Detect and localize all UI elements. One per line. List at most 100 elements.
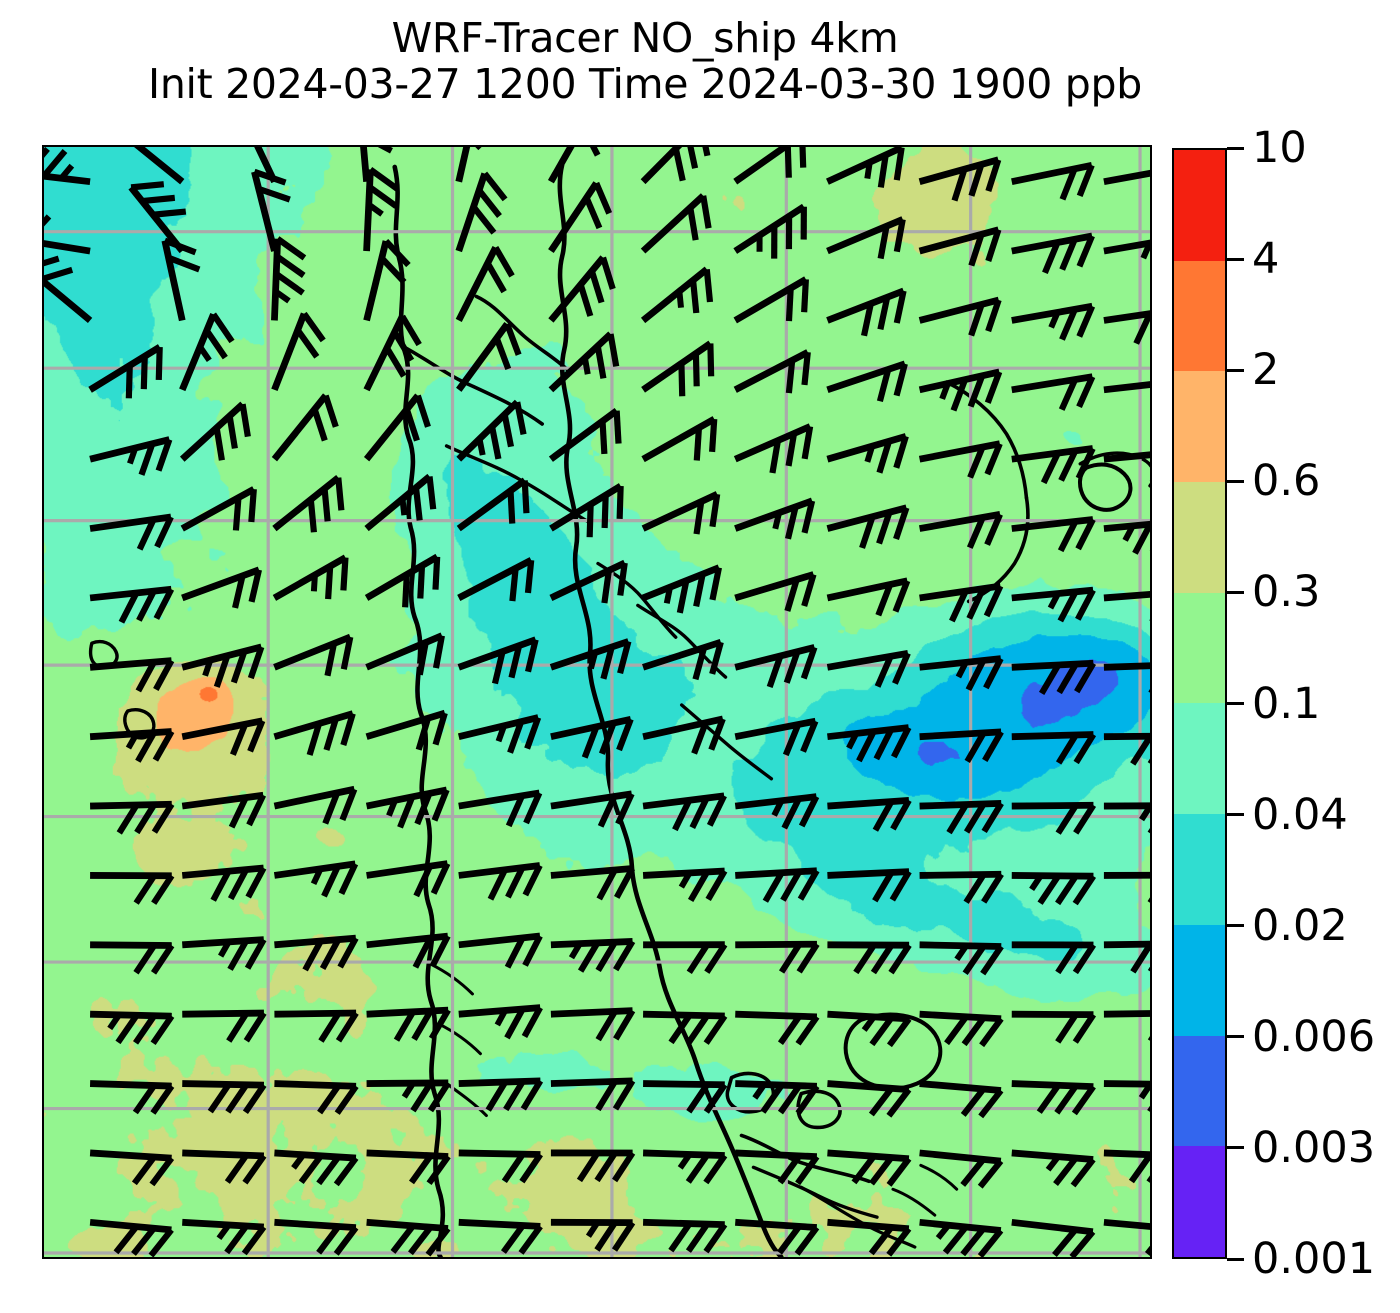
- wind-barb-segment: [182, 1149, 265, 1160]
- wind-barb-segment: [322, 791, 341, 825]
- wind-barb-segment: [801, 351, 811, 386]
- wind-barb-segment: [408, 1225, 433, 1256]
- wind-barb-segment: [985, 228, 1002, 262]
- wind-barb-segment: [365, 786, 448, 810]
- wind-barb-segment: [366, 932, 449, 949]
- wind-barb-segment: [410, 1081, 434, 1113]
- wind-barb-segment: [1075, 588, 1096, 621]
- wind-barb-segment: [89, 436, 171, 463]
- wind-barb-segment: [642, 867, 725, 879]
- wind-barb-segment: [363, 314, 406, 392]
- wind-barb-segment: [339, 788, 358, 822]
- wind-barb-segment: [586, 504, 594, 538]
- wind-barb-segment: [412, 936, 434, 969]
- wind-barb-segment: [1072, 1012, 1097, 1044]
- wind-barb-segment: [777, 1014, 802, 1045]
- wind-barb-segment: [550, 790, 633, 810]
- wind-barb-segment: [458, 1218, 541, 1230]
- wind-barb-segment: [1011, 373, 1093, 394]
- wind-barb-segment: [939, 382, 951, 400]
- wind-barb-segment: [595, 1009, 618, 1042]
- wind-barb-segment: [735, 1010, 818, 1021]
- wind-barb-segment: [703, 1014, 728, 1045]
- wind-barb-segment: [244, 938, 267, 970]
- wind-barb-segment: [130, 181, 165, 191]
- wind-barb-segment: [150, 1014, 175, 1045]
- wind-barb-segment: [1070, 1157, 1096, 1188]
- coastline-path: [739, 1133, 871, 1184]
- wind-barb-segment: [918, 296, 1000, 324]
- wind-barb-segment: [734, 717, 817, 741]
- wind-barb-segment: [503, 1079, 526, 1112]
- colorbar-band: [1174, 924, 1225, 1036]
- colorbar-band: [1174, 260, 1225, 372]
- wind-barb-segment: [89, 1149, 172, 1162]
- wind-barb-segment: [89, 728, 172, 741]
- wind-barb-segment: [782, 723, 802, 757]
- wind-barb-segment: [1057, 520, 1079, 553]
- wind-barb-segment: [548, 331, 613, 393]
- wind-barb-segment: [207, 1082, 232, 1114]
- wind-barb-segment: [58, 163, 75, 181]
- wind-barb-segment: [367, 202, 384, 217]
- wind-barb-segment: [90, 800, 172, 810]
- wind-barb-segment: [703, 1222, 728, 1254]
- wind-barb-segment: [1132, 522, 1150, 555]
- wind-barb-segment: [44, 255, 60, 267]
- title-line-2: Init 2024-03-27 1200 Time 2024-03-30 190…: [148, 59, 1142, 108]
- wind-barb-segment: [243, 1011, 267, 1043]
- colorbar[interactable]: [1172, 148, 1227, 1259]
- wind-barb-segment: [919, 1080, 1002, 1094]
- wind-barb-segment: [678, 363, 686, 397]
- wind-barb-segment: [735, 1218, 818, 1231]
- wind-barb-segment: [500, 1223, 526, 1254]
- wind-barb-segment: [337, 936, 359, 969]
- wind-barb-segment: [181, 566, 261, 602]
- wind-barb-segment: [321, 865, 341, 898]
- wind-barb-segment: [475, 147, 482, 151]
- wind-barb-segment: [458, 1077, 541, 1087]
- wind-barb-segment: [977, 1159, 1004, 1189]
- wind-barb-segment: [127, 447, 139, 465]
- wind-barb-segment: [588, 651, 598, 670]
- wind-barb-segment: [693, 501, 705, 535]
- map-plot-area[interactable]: [42, 145, 1152, 1259]
- wind-barb-segment: [826, 504, 908, 532]
- wind-barb-segment: [204, 328, 228, 360]
- wind-barb-segment: [1011, 731, 1094, 741]
- wind-barb-segment: [471, 204, 497, 235]
- wind-barb-segment: [507, 490, 516, 524]
- wind-barb-segment: [401, 1081, 416, 1099]
- wind-barb-segment: [1103, 1149, 1150, 1159]
- wind-barb-segment: [919, 728, 1002, 741]
- wind-barb-segment: [875, 583, 894, 617]
- wind-barb-segment: [131, 1226, 157, 1256]
- wind-barb-segment: [581, 725, 600, 759]
- wind-barb-segment: [364, 473, 432, 532]
- wind-barb-segment: [152, 730, 175, 762]
- wind-barb-segment: [585, 1220, 600, 1238]
- wind-barb-segment: [89, 657, 172, 671]
- wind-barb-segment: [600, 646, 615, 680]
- wind-barb-segment: [687, 147, 699, 169]
- colorbar-band: [1174, 592, 1225, 704]
- wind-barb-segment: [1128, 1152, 1150, 1184]
- wind-barb-segment: [708, 717, 726, 751]
- colorbar-band: [1174, 703, 1225, 815]
- wind-barb-segment: [827, 724, 909, 741]
- wind-barb-segment: [967, 374, 986, 408]
- wind-barb-segment: [272, 554, 348, 601]
- wind-barb-segment: [456, 399, 520, 462]
- coastline-path: [474, 294, 572, 374]
- wind-barb-segment: [919, 582, 1001, 602]
- wind-barb-segment: [138, 442, 156, 476]
- wind-barb-segment: [44, 277, 93, 324]
- wind-barb-segment: [365, 632, 444, 671]
- wind-barb-segment: [733, 423, 812, 463]
- wind-barb-segment: [274, 271, 305, 296]
- wind-barb-segment: [784, 147, 792, 178]
- colorbar-band: [1174, 1146, 1225, 1257]
- colorbar-tick-label: 0.02: [1252, 900, 1348, 951]
- wind-barb-segment: [709, 493, 721, 528]
- wind-barb-segment: [89, 1080, 172, 1090]
